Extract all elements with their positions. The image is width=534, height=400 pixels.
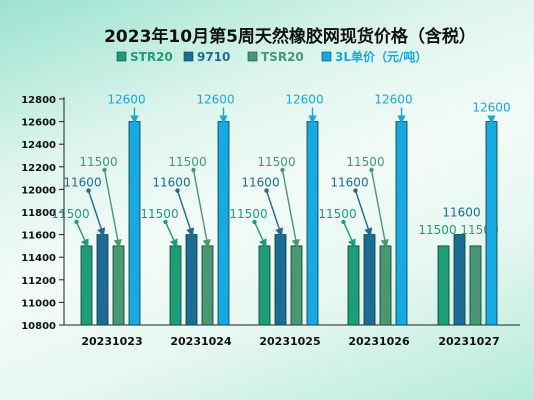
bar: [395, 121, 408, 326]
chart-legend: STR20 9710 TSR20 3L单价（元/吨）: [116, 49, 427, 64]
data-label: 11500: [318, 207, 356, 221]
data-label: 12600: [285, 93, 323, 107]
data-label: 11600: [330, 176, 368, 190]
y-tick-label: 10800: [21, 321, 56, 332]
leader-arrow: [370, 169, 389, 249]
bar: [485, 121, 498, 326]
y-tick-label: 12600: [21, 118, 56, 129]
legend-swatch: [247, 51, 258, 62]
bar: [453, 234, 466, 326]
plot-area: 11500 11600 11500 12600 20231023 11500 11600 11…: [51, 93, 510, 348]
bar: [437, 245, 450, 326]
x-tick-label: 20231023: [81, 335, 142, 348]
data-label: 11500: [229, 207, 267, 221]
leader-arrow: [253, 221, 267, 248]
data-label: 11500: [79, 155, 117, 169]
leader-arrow: [281, 169, 300, 249]
leader-arrow: [103, 169, 122, 249]
data-label: 11500: [257, 155, 295, 169]
data-label: 11600: [63, 176, 101, 190]
data-label: 11500: [168, 155, 206, 169]
y-tick-label: 11800: [21, 208, 56, 219]
leader-arrow: [87, 190, 106, 237]
leader-arrow: [342, 221, 356, 248]
bar: [80, 245, 93, 326]
data-label: 11500: [346, 155, 384, 169]
data-label: 11600: [241, 176, 279, 190]
bar: [258, 245, 271, 326]
data-label: 12600: [107, 93, 145, 107]
bar: [96, 234, 109, 326]
y-tick-label: 11400: [21, 253, 56, 264]
bar: [347, 245, 360, 326]
legend-label: TSR20: [261, 50, 304, 64]
bar: [169, 245, 182, 326]
bar: [363, 234, 376, 326]
bar: [217, 121, 230, 326]
legend-swatch: [183, 51, 194, 62]
data-label: 12600: [374, 93, 412, 107]
y-tick-label: 12200: [21, 163, 56, 174]
y-tick-label: 12400: [21, 140, 56, 151]
leader-arrow: [176, 190, 195, 237]
x-tick-label: 20231025: [259, 335, 320, 348]
data-label: 12600: [472, 101, 510, 115]
bar: [185, 234, 198, 326]
legend-swatch: [116, 51, 127, 62]
legend-swatch: [321, 51, 332, 62]
leader-arrow: [164, 221, 178, 248]
x-tick-label: 20231026: [348, 335, 410, 348]
y-tick-label: 12000: [21, 185, 56, 196]
data-label: 11500: [140, 207, 178, 221]
bar: [290, 245, 303, 326]
data-label: 11600: [442, 206, 480, 220]
bar: [469, 245, 482, 326]
bar: [128, 121, 141, 326]
y-tick-label: 11000: [21, 298, 56, 309]
data-label: 11600: [152, 176, 190, 190]
chart-title: 2023年10月第5周天然橡胶网现货价格（含税）: [104, 26, 476, 47]
y-tick-label: 11200: [21, 276, 56, 287]
y-tick-label: 11600: [21, 231, 56, 242]
bar: [274, 234, 287, 326]
y-tick-label: 12800: [21, 95, 56, 106]
leader-arrow: [75, 221, 89, 248]
leader-arrow: [265, 190, 284, 237]
bar: [201, 245, 214, 326]
x-tick-label: 20231027: [438, 335, 499, 348]
data-label: 11500: [418, 223, 456, 237]
x-tick-label: 20231024: [170, 335, 232, 348]
bar: [306, 121, 319, 326]
leader-arrow: [354, 190, 373, 237]
bar: [112, 245, 125, 326]
legend-label: 9710: [197, 50, 230, 64]
legend-label: STR20: [130, 50, 173, 64]
legend-label: 3L单价（元/吨）: [335, 49, 427, 64]
data-label: 12600: [196, 93, 234, 107]
bar: [379, 245, 392, 326]
leader-arrow: [192, 169, 211, 249]
data-label: 11500: [51, 207, 89, 221]
